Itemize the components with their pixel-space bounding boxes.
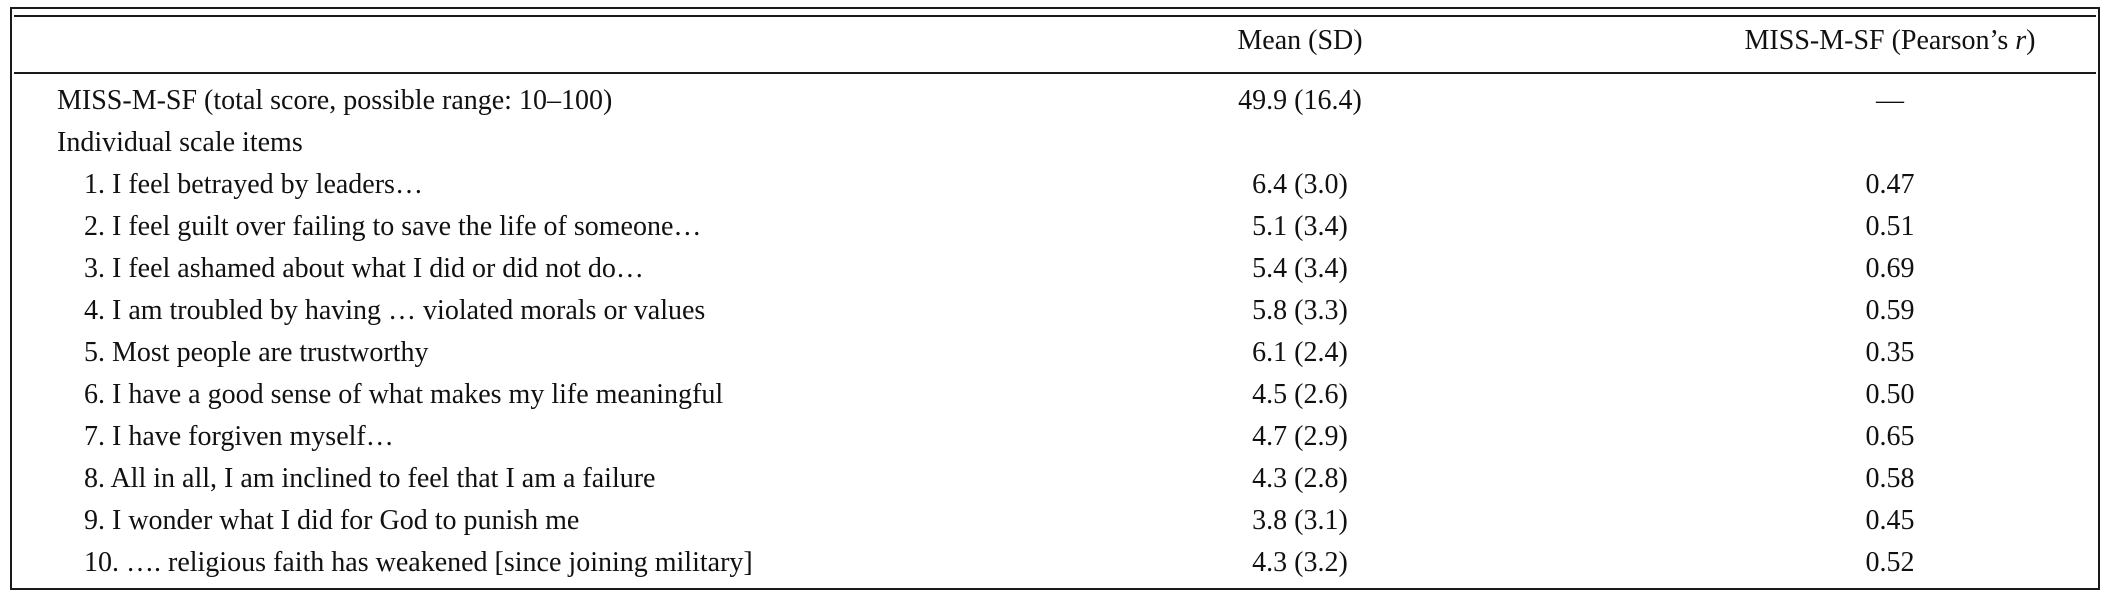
item-mean: 4.3 (2.8) xyxy=(1252,463,1348,494)
table-frame xyxy=(10,7,2100,590)
table-row-total: MISS-M-SF (total score, possible range: … xyxy=(0,81,2111,121)
section-label: Individual scale items xyxy=(57,127,303,158)
table-row: 1. I feel betrayed by leaders… 6.4 (3.0)… xyxy=(0,165,2111,205)
table-row: 6. I have a good sense of what makes my … xyxy=(0,375,2111,415)
item-label: 10. …. religious faith has weakened [sin… xyxy=(84,547,753,578)
item-r: 0.52 xyxy=(1865,547,1915,578)
header-pearson-r-prefix: MISS-M-SF (Pearson’s xyxy=(1744,25,2016,56)
table-row: 8. All in all, I am inclined to feel tha… xyxy=(0,459,2111,499)
item-label: 6. I have a good sense of what makes my … xyxy=(84,379,724,410)
table-header-rule xyxy=(14,72,2096,74)
item-mean: 4.3 (3.2) xyxy=(1252,547,1348,578)
item-mean: 6.1 (2.4) xyxy=(1252,337,1348,368)
item-mean: 6.4 (3.0) xyxy=(1252,169,1348,200)
table-row: 3. I feel ashamed about what I did or di… xyxy=(0,249,2111,289)
table-row: 7. I have forgiven myself… 4.7 (2.9) 0.6… xyxy=(0,417,2111,457)
item-label: 8. All in all, I am inclined to feel tha… xyxy=(84,463,656,494)
table-row: 2. I feel guilt over failing to save the… xyxy=(0,207,2111,247)
total-r: — xyxy=(1876,85,1904,116)
item-r: 0.59 xyxy=(1865,295,1915,326)
item-mean: 4.7 (2.9) xyxy=(1252,421,1348,452)
table-row: 5. Most people are trustworthy 6.1 (2.4)… xyxy=(0,333,2111,373)
item-r: 0.35 xyxy=(1865,337,1915,368)
item-mean: 5.1 (3.4) xyxy=(1252,211,1348,242)
item-label: 9. I wonder what I did for God to punish… xyxy=(84,505,580,536)
item-mean: 5.8 (3.3) xyxy=(1252,295,1348,326)
item-mean: 3.8 (3.1) xyxy=(1252,505,1348,536)
item-label: 5. Most people are trustworthy xyxy=(84,337,429,368)
header-pearson-r-symbol: r xyxy=(2015,25,2027,56)
table-header-row: Mean (SD) MISS-M-SF (Pearson’s r) xyxy=(0,21,2111,61)
item-label: 1. I feel betrayed by leaders… xyxy=(84,169,423,200)
table-top-rule xyxy=(14,15,2096,17)
item-r: 0.69 xyxy=(1865,253,1915,284)
item-r: 0.51 xyxy=(1865,211,1915,242)
item-label: 7. I have forgiven myself… xyxy=(84,421,394,452)
header-pearson-r-suffix: ) xyxy=(2026,25,2036,56)
header-mean-sd: Mean (SD) xyxy=(1237,25,1363,56)
item-label: 2. I feel guilt over failing to save the… xyxy=(84,211,702,242)
table-row: 4. I am troubled by having … violated mo… xyxy=(0,291,2111,331)
total-mean: 49.9 (16.4) xyxy=(1238,85,1362,116)
total-label: MISS-M-SF (total score, possible range: … xyxy=(57,85,613,116)
item-r: 0.45 xyxy=(1865,505,1915,536)
item-label: 4. I am troubled by having … violated mo… xyxy=(84,295,706,326)
item-label: 3. I feel ashamed about what I did or di… xyxy=(84,253,644,284)
item-mean: 4.5 (2.6) xyxy=(1252,379,1348,410)
section-row: Individual scale items xyxy=(0,123,2111,163)
item-r: 0.65 xyxy=(1865,421,1915,452)
item-mean: 5.4 (3.4) xyxy=(1252,253,1348,284)
item-r: 0.47 xyxy=(1865,169,1915,200)
item-r: 0.58 xyxy=(1865,463,1915,494)
table-row: 10. …. religious faith has weakened [sin… xyxy=(0,543,2111,583)
table-row: 9. I wonder what I did for God to punish… xyxy=(0,501,2111,541)
item-r: 0.50 xyxy=(1865,379,1915,410)
header-pearson-r: MISS-M-SF (Pearson’s r) xyxy=(1690,21,2090,61)
